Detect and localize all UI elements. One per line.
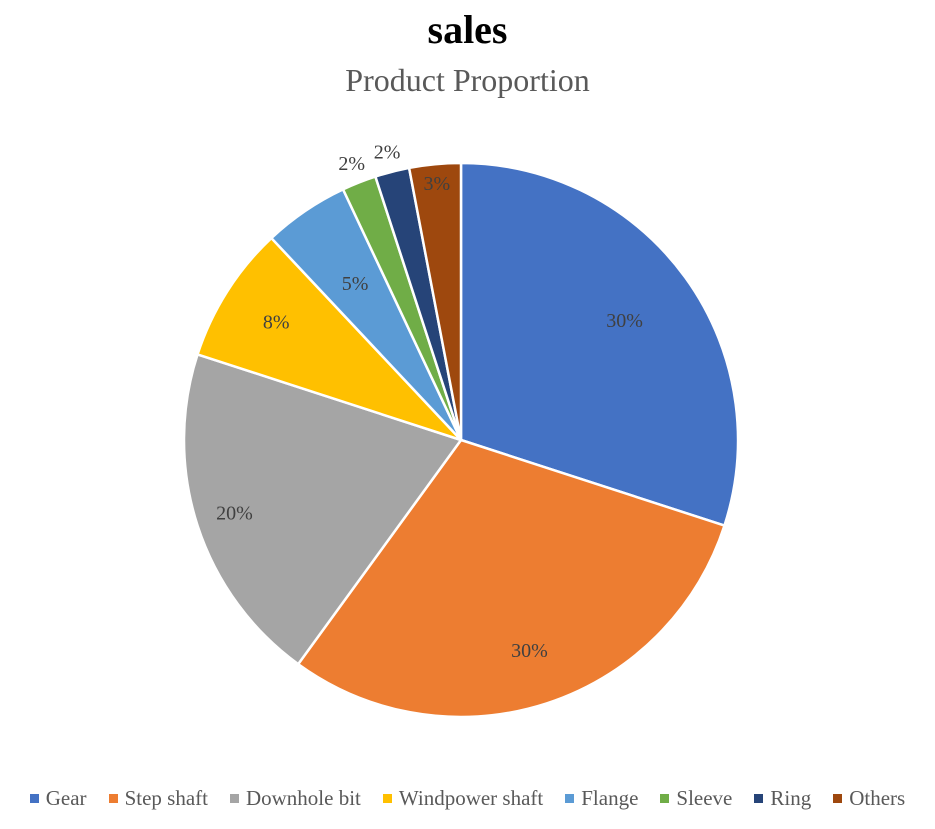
legend-swatch-downhole-bit (229, 793, 239, 803)
legend-label-ring: Ring (770, 786, 812, 810)
legend-item-gear: Gear (29, 784, 87, 812)
legend-swatch-gear (29, 793, 39, 803)
legend-label-step-shaft: Step shaft (124, 786, 208, 810)
legend-label-gear: Gear (45, 786, 87, 810)
data-label-downhole-bit: 20% (216, 503, 253, 525)
data-label-others: 3% (423, 173, 450, 195)
legend-label-others: Others (849, 786, 906, 810)
data-label-sleeve: 2% (338, 153, 365, 175)
legend-item-windpower-shaft: Windpower shaft (382, 784, 544, 812)
data-label-ring: 2% (374, 141, 401, 163)
pie-slice-downhole-bit (182, 353, 463, 666)
data-label-gear: 30% (606, 310, 643, 332)
legend-label-sleeve: Sleeve (676, 786, 733, 810)
chart-subtitle: Product Proportion (345, 62, 590, 98)
legend-label-windpower-shaft: Windpower shaft (398, 786, 544, 810)
pie-slice-step-shaft (296, 438, 726, 719)
legend-item-sleeve: Sleeve (660, 784, 732, 812)
legend-item-step-shaft: Step shaft (108, 784, 208, 812)
legend-label-downhole-bit: Downhole bit (245, 786, 361, 810)
legend-swatch-windpower-shaft (382, 793, 392, 803)
data-label-flange: 5% (342, 273, 369, 295)
legend-swatch-sleeve (660, 793, 670, 803)
legend-item-ring: Ring (754, 784, 811, 812)
legend-item-flange: Flange (565, 784, 638, 812)
legend-swatch-others (833, 793, 843, 803)
legend-item-others: Others (833, 784, 905, 812)
legend-swatch-step-shaft (108, 793, 118, 803)
pie-slice-others (407, 161, 463, 442)
chart-legend: Gear Step shaft Downhole bit Windpower s… (0, 784, 935, 812)
data-label-windpower-shaft: 8% (263, 312, 290, 334)
pie-slice-gear (459, 161, 740, 527)
legend-item-downhole-bit: Downhole bit (229, 784, 361, 812)
data-label-step-shaft: 30% (511, 640, 548, 662)
legend-swatch-flange (565, 793, 575, 803)
pie-slice-windpower-shaft (196, 236, 463, 442)
chart-title: sales (427, 7, 508, 52)
legend-label-flange: Flange (581, 786, 639, 810)
legend-swatch-ring (754, 793, 764, 803)
